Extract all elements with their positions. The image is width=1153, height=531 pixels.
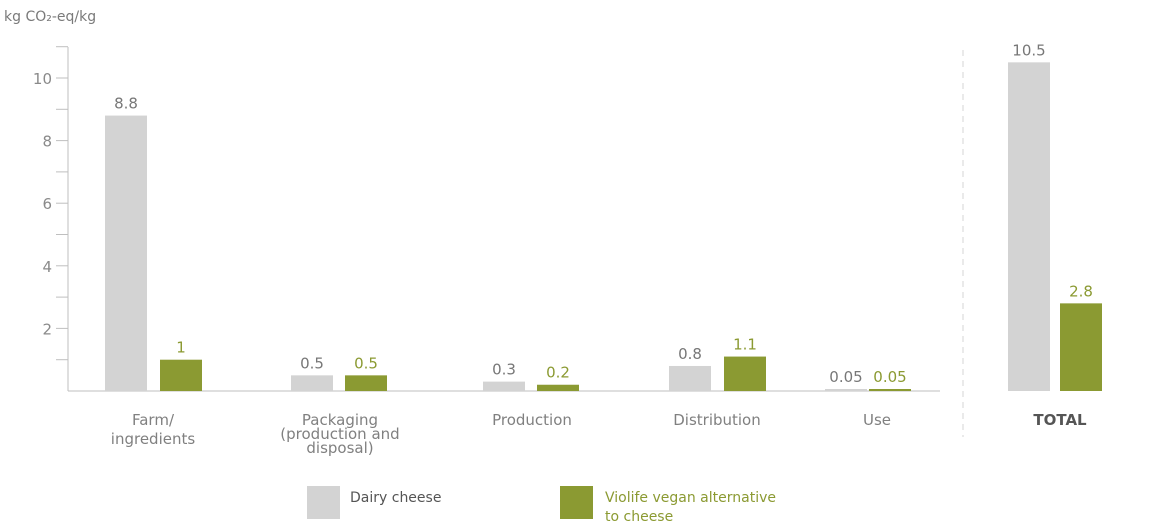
y-tick-label: 2 bbox=[42, 320, 52, 338]
data-label: 0.05 bbox=[873, 368, 906, 386]
legend: Dairy cheese Violife vegan alternative to … bbox=[307, 486, 776, 525]
category-label: Packaging (production and disposal) bbox=[280, 411, 399, 457]
legend-label-line: Dairy cheese bbox=[350, 490, 441, 506]
category-label-line: ingredients bbox=[111, 430, 196, 448]
bar bbox=[483, 381, 525, 391]
labels: 8.80.5 0.30.80.0510.510.50.21.10.052.8Far… bbox=[111, 41, 1093, 457]
category-label-line: disposal) bbox=[306, 439, 373, 457]
y-tick-label: 8 bbox=[42, 133, 52, 151]
y-tick-label: 4 bbox=[42, 258, 52, 276]
legend-swatch bbox=[560, 486, 593, 519]
bar bbox=[724, 356, 766, 391]
data-label: 10.5 bbox=[1012, 41, 1045, 59]
bar bbox=[1060, 303, 1102, 391]
bars bbox=[105, 62, 1102, 391]
bar bbox=[537, 384, 579, 391]
data-label: 0.3 bbox=[492, 361, 516, 379]
legend-label: Dairy cheese bbox=[350, 490, 441, 506]
bar bbox=[669, 365, 711, 391]
category-label-line: TOTAL bbox=[1033, 411, 1087, 429]
data-label: 2.8 bbox=[1069, 282, 1093, 300]
category-label: Production bbox=[492, 411, 572, 429]
data-label: 0.5 bbox=[300, 354, 324, 372]
legend-label-line: Violife vegan alternative bbox=[605, 490, 776, 506]
bar bbox=[160, 359, 202, 391]
category-label: Farm/ingredients bbox=[111, 411, 196, 448]
legend-label-line: to cheese bbox=[605, 509, 673, 525]
category-label: Use bbox=[863, 411, 891, 429]
category-label-line: Farm/ bbox=[132, 411, 175, 429]
y-axis-label: kg CO₂-eq/kg bbox=[4, 9, 96, 25]
bar bbox=[105, 115, 147, 391]
bar bbox=[291, 375, 333, 391]
category-label-line: Production bbox=[492, 411, 572, 429]
bar bbox=[869, 389, 911, 391]
category-label: TOTAL bbox=[1033, 411, 1087, 429]
data-label: 0.5 bbox=[354, 354, 378, 372]
category-label-line: (production and bbox=[280, 425, 399, 443]
axes: 2 4 6 8 10 bbox=[33, 46, 964, 437]
data-label: 0.2 bbox=[546, 364, 570, 382]
bar bbox=[1008, 62, 1050, 391]
bar bbox=[345, 375, 387, 391]
bar bbox=[825, 389, 867, 391]
data-label: 1 bbox=[176, 339, 186, 357]
data-label: 1.1 bbox=[733, 336, 757, 354]
category-label: Distribution bbox=[673, 411, 761, 429]
y-tick-label: 6 bbox=[42, 195, 52, 213]
y-tick-label: 10 bbox=[33, 70, 52, 88]
category-label-line: Use bbox=[863, 411, 891, 429]
data-label: 0.05 bbox=[829, 368, 862, 386]
legend-label: Violife vegan alternative to cheese bbox=[605, 490, 776, 525]
category-label-line: Distribution bbox=[673, 411, 761, 429]
legend-swatch bbox=[307, 486, 340, 519]
category-label-line: Packaging bbox=[302, 411, 378, 429]
data-label: 0.8 bbox=[678, 345, 702, 363]
data-label: 8.8 bbox=[114, 95, 138, 113]
